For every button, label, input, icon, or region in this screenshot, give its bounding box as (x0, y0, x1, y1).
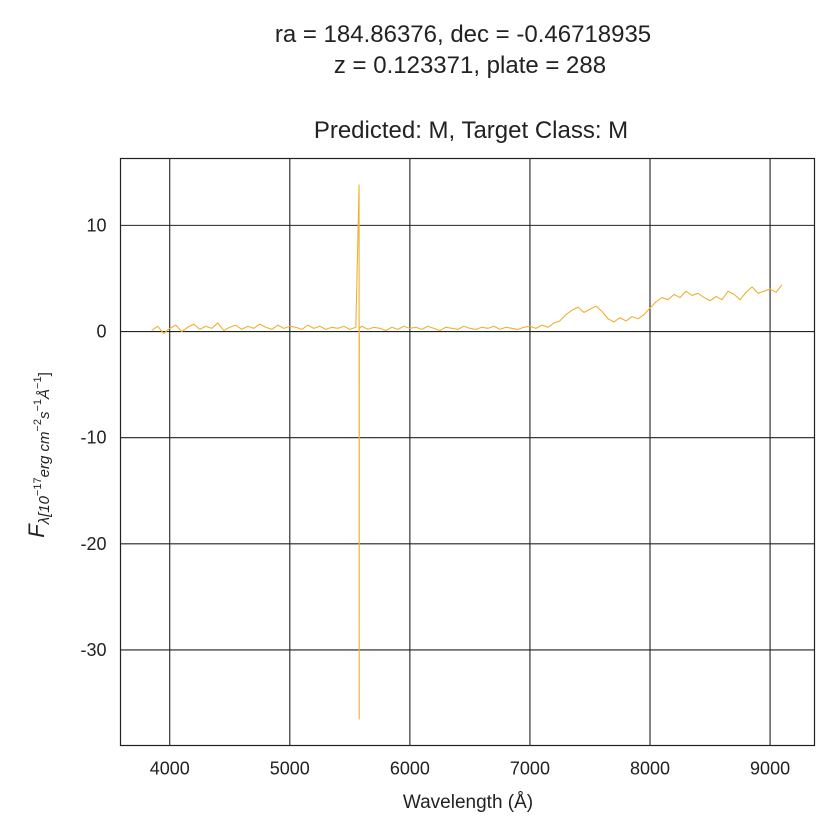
y-tick-label: -20 (80, 534, 106, 554)
y-axis-label-end: ] (36, 372, 53, 376)
y-axis-label-mid1: erg cm (36, 432, 53, 478)
y-axis-label: Fλ[10−17erg cm−2s−1Å−1] (24, 372, 53, 538)
y-axis-label-main: F (24, 523, 49, 538)
y-axis-label-sup4: −1 (32, 376, 44, 389)
x-tick-label: 5000 (270, 759, 310, 779)
x-tick-label: 4000 (150, 759, 190, 779)
grid-lines (120, 158, 815, 746)
y-tick-label: 0 (96, 322, 106, 342)
chart-title-line-2: z = 0.123371, plate = 288 (334, 52, 606, 79)
plot-frame (119, 157, 816, 747)
y-axis-label-mid2: s (36, 411, 53, 419)
x-tick-labels: 4000 5000 6000 7000 8000 9000 (150, 759, 790, 779)
series-line-group (151, 184, 783, 720)
chart-subtitle: Predicted: M, Target Class: M (314, 117, 628, 144)
x-tick-label: 9000 (750, 759, 790, 779)
x-tick-label: 6000 (390, 759, 430, 779)
x-axis-label: Wavelength (Å) (403, 792, 533, 813)
y-tick-labels: 10 0 -10 -20 -30 (80, 215, 106, 660)
y-axis-label-sup1: −17 (32, 477, 44, 496)
x-tick-label: 7000 (510, 759, 550, 779)
y-tick-label: 10 (86, 215, 106, 235)
y-axis-label-sup3: −1 (32, 399, 44, 412)
y-tick-label: -30 (80, 640, 106, 660)
y-axis-label-mid3: Å (36, 389, 53, 400)
x-tick-label: 8000 (630, 759, 670, 779)
spectrum-series-line (151, 184, 783, 720)
chart-title-line-1: ra = 184.86376, dec = -0.46718935 (275, 21, 651, 48)
y-tick-label: -10 (80, 428, 106, 448)
y-axis-label-sub: λ[10 (36, 495, 53, 525)
y-axis-label-sup2: −2 (32, 419, 44, 432)
